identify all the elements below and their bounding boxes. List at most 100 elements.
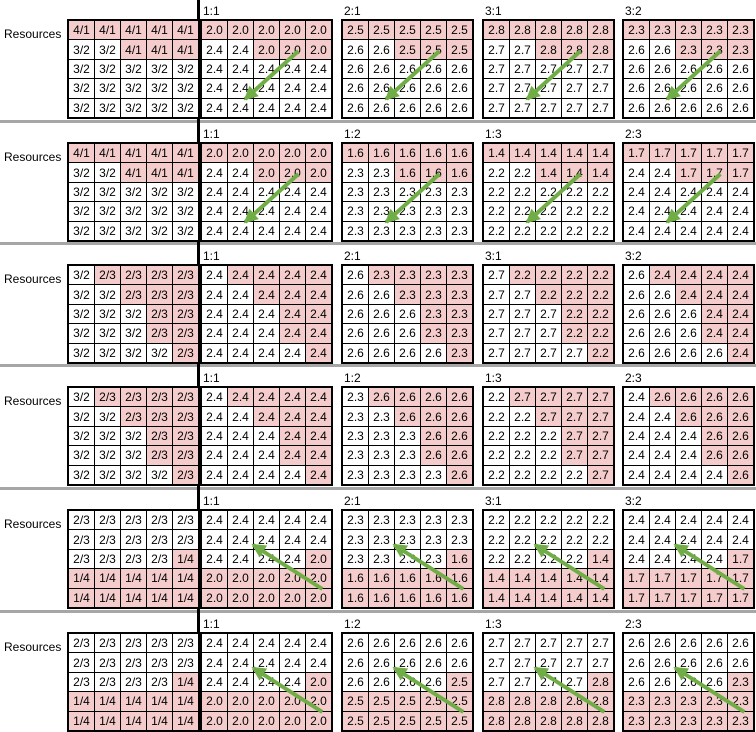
grid-cell[interactable]: 2.8 [588, 711, 613, 730]
grid-cell[interactable]: 3/2 [147, 221, 172, 240]
grid-cell[interactable]: 1.7 [702, 569, 727, 588]
grid-cell[interactable]: 2.4 [228, 163, 253, 182]
grid-cell[interactable]: 2.6 [702, 653, 727, 672]
grid-cell[interactable]: 2.6 [624, 59, 649, 79]
grid-cell[interactable]: 2.5 [421, 692, 446, 711]
grid-cell[interactable]: 2.3 [447, 324, 472, 343]
grid-cell[interactable]: 2.6 [343, 285, 368, 304]
grid-cell[interactable]: 2.6 [624, 40, 649, 59]
grid-cell[interactable]: 2.0 [254, 588, 279, 607]
grid-cell[interactable]: 2.4 [280, 202, 305, 221]
grid-cell[interactable]: 2.6 [650, 40, 675, 59]
grid-cell[interactable]: 2.4 [254, 388, 279, 407]
grid-cell[interactable]: 1.4 [536, 569, 561, 588]
grid-cell[interactable]: 2.4 [254, 98, 279, 117]
grid-cell[interactable]: 2.7 [510, 304, 535, 324]
grid-cell[interactable]: 2.4 [702, 530, 727, 549]
grid-cell[interactable]: 2.6 [369, 672, 394, 692]
grid-cell[interactable]: 2.2 [510, 266, 535, 285]
grid-cell[interactable]: 2/3 [147, 304, 172, 324]
grid-cell[interactable]: 2.7 [562, 653, 587, 672]
grid-cell[interactable]: 3/2 [95, 59, 120, 79]
grid-cell[interactable]: 1.7 [702, 588, 727, 607]
grid-cell[interactable]: 1.6 [421, 144, 446, 163]
grid-cell[interactable]: 2.4 [624, 163, 649, 182]
grid-cell[interactable]: 2.8 [484, 711, 509, 730]
grid-cell[interactable]: 2.4 [228, 182, 253, 202]
grid-cell[interactable]: 2.6 [650, 343, 675, 362]
grid-cell[interactable]: 2.6 [343, 343, 368, 362]
grid-cell[interactable]: 2.6 [395, 343, 420, 362]
grid-cell[interactable]: 2.6 [343, 40, 368, 59]
grid-cell[interactable]: 2.5 [395, 21, 420, 40]
grid-cell[interactable]: 1.6 [369, 588, 394, 607]
grid-cell[interactable]: 2.8 [536, 40, 561, 59]
grid-cell[interactable]: 2.2 [536, 426, 561, 446]
grid-cell[interactable]: 2.4 [228, 98, 253, 117]
grid-cell[interactable]: 2.0 [306, 163, 331, 182]
grid-cell[interactable]: 2.6 [702, 59, 727, 79]
grid-cell[interactable]: 2.0 [228, 711, 253, 730]
grid-cell[interactable]: 1.6 [447, 569, 472, 588]
grid-cell[interactable]: 2.6 [728, 388, 753, 407]
grid-cell[interactable]: 2.6 [702, 98, 727, 117]
grid-cell[interactable]: 2.3 [395, 266, 420, 285]
grid-cell[interactable]: 2/3 [147, 266, 172, 285]
grid-cell[interactable]: 2.4 [254, 202, 279, 221]
grid-cell[interactable]: 4/1 [147, 21, 172, 40]
grid-cell[interactable]: 2.4 [702, 221, 727, 240]
grid-cell[interactable]: 2.4 [254, 426, 279, 446]
grid-cell[interactable]: 2/3 [95, 530, 120, 549]
grid-cell[interactable]: 2.7 [536, 343, 561, 362]
grid-cell[interactable]: 2.7 [510, 388, 535, 407]
grid-cell[interactable]: 2.2 [536, 511, 561, 530]
grid-cell[interactable]: 2.6 [395, 407, 420, 426]
grid-cell[interactable]: 2.0 [280, 163, 305, 182]
grid-cell[interactable]: 2.3 [447, 511, 472, 530]
grid-cell[interactable]: 2.8 [484, 692, 509, 711]
grid-cell[interactable]: 2.4 [202, 182, 227, 202]
grid-cell[interactable]: 2.6 [702, 672, 727, 692]
grid-cell[interactable]: 2.4 [202, 221, 227, 240]
grid-cell[interactable]: 2.3 [676, 711, 701, 730]
grid-cell[interactable]: 2.2 [510, 530, 535, 549]
grid-cell[interactable]: 1.7 [650, 569, 675, 588]
grid-cell[interactable]: 2.0 [254, 21, 279, 40]
grid-cell[interactable]: 3/2 [69, 40, 94, 59]
grid-cell[interactable]: 2.4 [280, 285, 305, 304]
grid-cell[interactable]: 2.2 [484, 530, 509, 549]
grid-cell[interactable]: 2.6 [702, 79, 727, 98]
grid-cell[interactable]: 2.4 [202, 40, 227, 59]
grid-cell[interactable]: 2.6 [650, 388, 675, 407]
grid-cell[interactable]: 2.4 [650, 202, 675, 221]
grid-cell[interactable]: 2.4 [202, 79, 227, 98]
grid-cell[interactable]: 2.2 [588, 182, 613, 202]
grid-cell[interactable]: 2.8 [510, 692, 535, 711]
grid-cell[interactable]: 4/1 [121, 163, 146, 182]
grid-cell[interactable]: 2.7 [562, 343, 587, 362]
grid-cell[interactable]: 2.3 [624, 711, 649, 730]
grid-cell[interactable]: 4/1 [173, 40, 198, 59]
grid-cell[interactable]: 2.0 [202, 588, 227, 607]
grid-cell[interactable]: 2.8 [588, 672, 613, 692]
grid-cell[interactable]: 2.3 [395, 446, 420, 465]
grid-cell[interactable]: 2.4 [676, 530, 701, 549]
grid-cell[interactable]: 2.3 [702, 711, 727, 730]
grid-cell[interactable]: 2.5 [447, 692, 472, 711]
grid-cell[interactable]: 1/4 [121, 711, 146, 730]
grid-cell[interactable]: 2.3 [395, 465, 420, 484]
grid-cell[interactable]: 2.7 [562, 672, 587, 692]
grid-cell[interactable]: 3/2 [95, 79, 120, 98]
grid-cell[interactable]: 2.0 [306, 549, 331, 569]
grid-cell[interactable]: 1.4 [536, 588, 561, 607]
grid-cell[interactable]: 1/4 [121, 569, 146, 588]
grid-cell[interactable]: 2.7 [588, 465, 613, 484]
grid-cell[interactable]: 2/3 [173, 324, 198, 343]
grid-cell[interactable]: 2.2 [510, 163, 535, 182]
grid-cell[interactable]: 1.7 [650, 588, 675, 607]
grid-cell[interactable]: 2.7 [588, 634, 613, 653]
grid-cell[interactable]: 2.3 [650, 692, 675, 711]
grid-cell[interactable]: 2.4 [228, 221, 253, 240]
grid-cell[interactable]: 1/4 [147, 569, 172, 588]
grid-cell[interactable]: 2.6 [395, 672, 420, 692]
